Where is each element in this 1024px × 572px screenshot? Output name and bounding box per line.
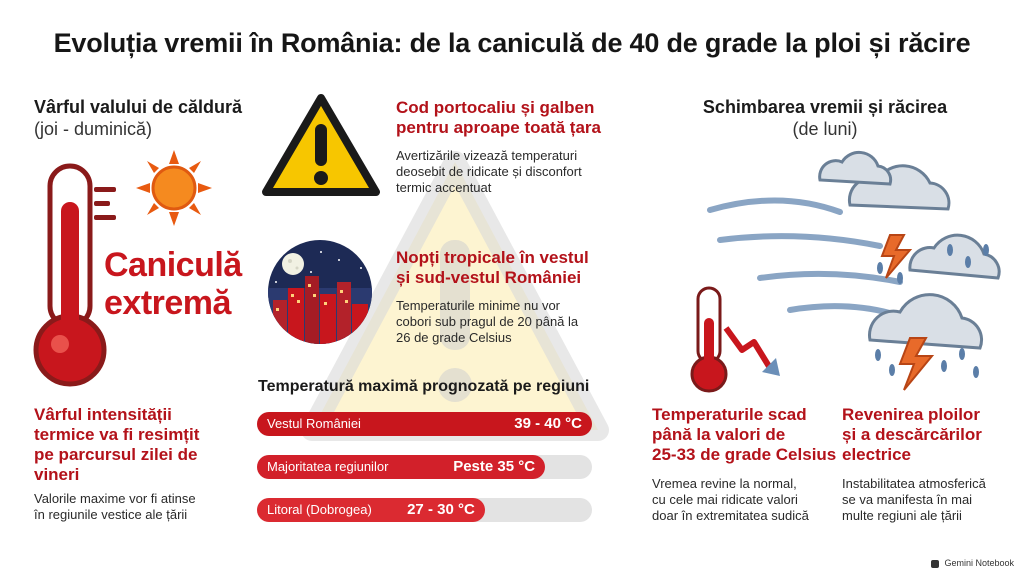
bar-fill: Majoritatea regiunilor Peste 35 °C <box>257 455 546 479</box>
rain-return-text: Instabilitatea atmosferică se va manifes… <box>842 476 986 523</box>
bar-category-label: Litoral (Dobrogea) <box>267 502 372 517</box>
night-city-icon <box>268 240 372 344</box>
bar-fill: Vestul României 39 - 40 °C <box>257 412 592 436</box>
heatwave-heading: Vârful valului de căldură <box>34 97 243 117</box>
chart-title: Temperatură maximă prognozată pe regiuni <box>258 378 590 395</box>
rain-return-title: Revenirea ploilor și a descărcărilor ele… <box>842 405 982 464</box>
bar-value-label: 39 - 40 °C <box>514 415 582 432</box>
notebook-icon <box>930 559 939 568</box>
page-title: Evoluția vremii în România: de la canicu… <box>53 28 971 58</box>
warning-icon <box>262 94 380 196</box>
bar-track: Vestul României 39 - 40 °C <box>257 412 592 436</box>
temperature-drop-title: Temperaturile scad până la valori de 25-… <box>652 405 837 464</box>
storm-clouds-icon <box>707 150 1001 391</box>
sun-icon <box>136 150 212 226</box>
extreme-heat-label-2: extremă <box>104 284 231 322</box>
thermometer-falling-icon <box>690 286 780 393</box>
bar-value-label: 27 - 30 °C <box>407 501 475 518</box>
bar-track: Litoral (Dobrogea) 27 - 30 °C <box>257 498 592 522</box>
peak-text: Valorile maxime vor fi atinse în regiuni… <box>34 491 196 522</box>
nights-title: Nopți tropicale în vestul și sud-vestul … <box>396 248 589 287</box>
peak-title: Vârful intensității termice va fi resimț… <box>34 405 200 484</box>
thermometer-hot-icon <box>33 163 107 387</box>
bar-fill: Litoral (Dobrogea) 27 - 30 °C <box>257 498 485 522</box>
change-heading: Schimbarea vremii și răcirea <box>702 97 948 117</box>
bar-category-label: Vestul României <box>267 416 361 431</box>
change-subheading: (de luni) <box>792 119 858 139</box>
warning-title: Cod portocaliu și galben pentru aproape … <box>396 98 601 137</box>
nights-text: Temperaturile minime nu vor cobori sub p… <box>396 298 579 345</box>
warning-text: Avertizările vizează temperaturi deosebi… <box>396 148 582 195</box>
heat-lines-icon <box>94 187 116 220</box>
extreme-heat-label-1: Caniculă <box>104 246 242 284</box>
footer-credit: Gemini Notebook <box>930 558 1014 568</box>
bar-value-label: Peste 35 °C <box>453 458 536 475</box>
bar-track: Majoritatea regiunilor Peste 35 °C <box>257 455 592 479</box>
heatwave-subheading: (joi - duminică) <box>34 119 153 139</box>
bar-category-label: Majoritatea regiunilor <box>267 459 389 474</box>
temperature-drop-text: Vremea revine la normal, cu cele mai rid… <box>652 476 809 523</box>
